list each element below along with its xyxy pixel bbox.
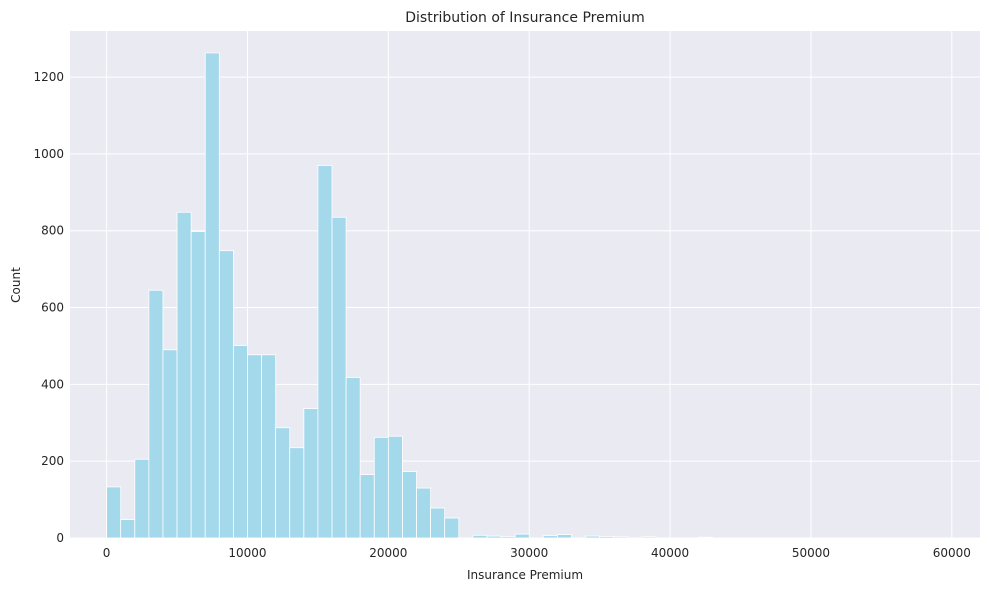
histogram-bar-1 [120,519,136,539]
y-tick-label-1: 200 [41,454,64,468]
histogram-bar-34 [585,535,601,539]
x-tick-label-0: 0 [103,546,111,560]
x-tick-label-3: 30000 [510,546,548,560]
y-tick-label-6: 1200 [33,70,64,84]
histogram-bar-8 [218,250,234,539]
y-tick-label-4: 800 [41,224,64,238]
y-axis-label: Count [9,267,23,303]
histogram-bar-7 [204,52,220,539]
histogram-bar-32 [556,534,572,539]
y-tick-label-2: 400 [41,377,64,391]
histogram-bar-23 [430,507,446,539]
histogram-bar-11 [261,354,277,539]
histogram-bar-10 [247,354,262,539]
chart-title: Distribution of Insurance Premium [405,10,645,26]
histogram-bar-29 [514,533,530,539]
y-tick-label-3: 600 [41,301,64,315]
histogram-bar-2 [134,458,150,539]
histogram-bar-28 [500,536,516,539]
histogram-bar-31 [542,535,558,539]
histogram-bar-3 [148,289,164,539]
x-tick-label-6: 60000 [933,546,971,560]
histogram-bar-26 [472,534,488,539]
y-tick-label-5: 1000 [33,147,64,161]
y-tick-labels: 0 200 400 600 800 1000 1200 [33,70,64,545]
x-tick-labels: 0 10000 20000 30000 40000 50000 60000 [103,546,971,560]
histogram-bar-17 [345,377,361,539]
histogram-bar-27 [486,535,502,539]
histogram-bar-21 [402,471,417,539]
x-tick-label-5: 50000 [792,546,830,560]
histogram-bar-42 [697,536,713,539]
x-axis-label: Insurance Premium [467,568,583,582]
histogram-bar-14 [303,408,319,539]
bars [106,52,713,539]
histogram-bar-36 [613,536,629,539]
histogram-bar-5 [176,211,192,539]
x-tick-label-2: 20000 [369,546,407,560]
histogram-bar-35 [599,536,615,539]
histogram-bar-0 [106,486,122,539]
histogram-bar-18 [359,474,375,539]
histogram-bar-20 [387,435,403,539]
histogram-bar-22 [416,487,432,539]
y-tick-label-0: 0 [56,531,64,545]
histogram-bar-13 [289,447,305,539]
histogram-bar-16 [331,216,347,539]
x-tick-label-1: 10000 [228,546,266,560]
histogram-bar-6 [190,231,206,539]
histogram-bar-24 [444,517,460,539]
histogram-bar-9 [233,345,248,539]
histogram-bar-4 [162,349,178,539]
histogram-bar-12 [275,427,291,539]
histogram-bar-19 [373,436,389,539]
x-tick-label-4: 40000 [651,546,689,560]
histogram-bar-38 [641,536,657,539]
histogram-bar-15 [317,165,333,539]
